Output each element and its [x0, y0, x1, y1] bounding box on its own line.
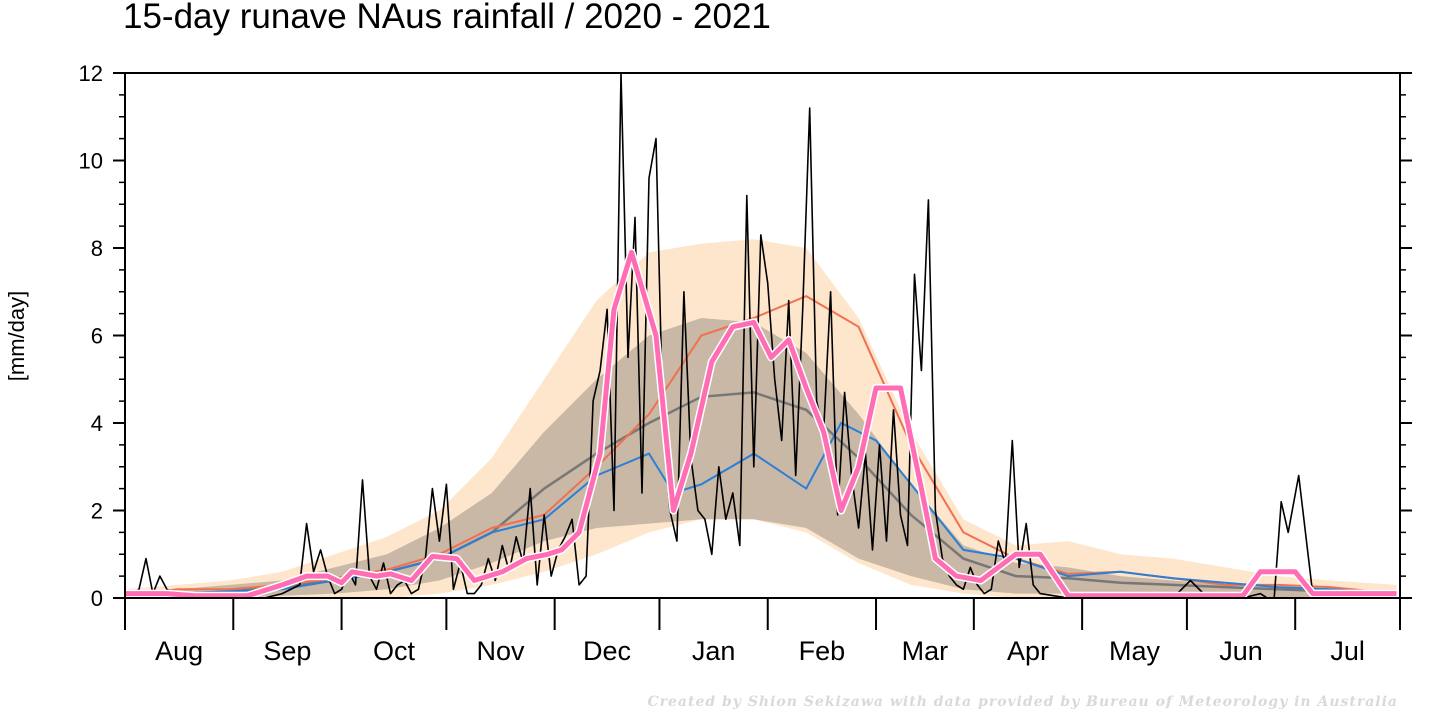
month-label-may: May [1109, 636, 1161, 666]
y-axis-label: [mm/day] [4, 291, 29, 381]
y-tick-label: 2 [91, 499, 103, 524]
month-label-feb: Feb [799, 636, 846, 666]
plot-area [125, 73, 1397, 598]
month-label-oct: Oct [373, 636, 416, 666]
y-tick-label: 8 [91, 236, 103, 261]
month-label-aug: Aug [155, 636, 203, 666]
month-label-dec: Dec [583, 636, 631, 666]
y-tick-label: 4 [91, 411, 103, 436]
month-label-nov: Nov [477, 636, 526, 666]
month-label-jul: Jul [1330, 636, 1365, 666]
credit-text: Created by Shion Sekizawa with data prov… [647, 694, 1398, 710]
axes: 0 2 4 6 8 10 12 Aug Sep Oct Nov Dec Jan Feb Mar Apr May J… [79, 61, 1412, 666]
month-label-apr: Apr [1007, 636, 1049, 666]
month-label-jan: Jan [692, 636, 736, 666]
month-label-sep: Sep [263, 636, 311, 666]
daily-rainfall-line [125, 73, 1397, 598]
y-tick-label: 10 [79, 149, 103, 174]
month-label-jun: Jun [1219, 636, 1263, 666]
y-tick-label: 12 [79, 61, 103, 86]
y-tick-label: 6 [91, 324, 103, 349]
chart-title: 15-day runave NAus rainfall / 2020 - 202… [123, 0, 771, 36]
runave-line [125, 249, 1397, 598]
month-label-mar: Mar [902, 636, 949, 666]
y-tick-label: 0 [91, 586, 103, 611]
